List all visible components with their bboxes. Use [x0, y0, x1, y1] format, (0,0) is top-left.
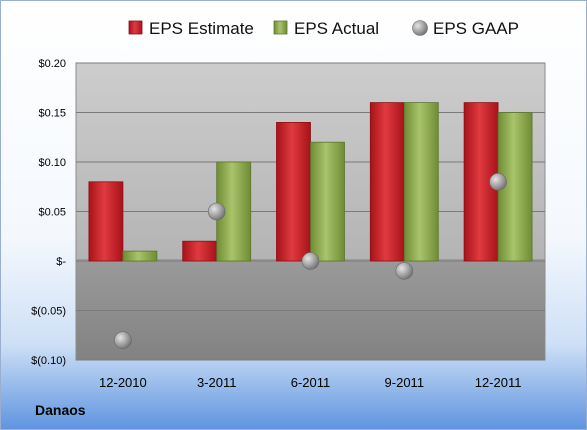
gaap-point — [207, 202, 226, 221]
x-category-label: 12-2011 — [475, 375, 522, 390]
gaap-points — [114, 173, 507, 350]
legend-swatch — [412, 20, 428, 36]
y-tick-label: $(0.05) — [31, 306, 66, 318]
gaap-point — [395, 262, 414, 280]
legend-swatch — [128, 20, 143, 35]
x-axis-categories: 12-2010 3-2011 6-2011 9-2011 12-2011 — [99, 375, 521, 390]
y-tick-label: $0.05 — [38, 207, 66, 219]
gaap-point — [301, 252, 320, 270]
bar-eps-actual — [122, 250, 158, 262]
x-category-label: 6-2011 — [291, 375, 331, 390]
y-tick-label: $(0.10) — [31, 355, 66, 367]
x-category-label: 3-2011 — [197, 375, 237, 390]
y-tick-label: $0.20 — [38, 58, 66, 70]
bar-eps-actual — [403, 102, 439, 262]
y-tick-label: $0.10 — [38, 157, 66, 169]
gaap-point — [489, 173, 507, 191]
x-category-label: 9-2011 — [385, 375, 425, 390]
gaap-point — [114, 331, 132, 350]
bar-eps-actual — [310, 141, 345, 262]
bar-eps-estimate — [369, 102, 405, 262]
legend-label: EPS Estimate — [149, 19, 254, 38]
legend-label: EPS GAAP — [433, 19, 519, 38]
legend: EPS Estimate EPS Actual EPS GAAP — [128, 19, 519, 38]
y-tick-label: $0.15 — [38, 108, 66, 120]
bar-eps-estimate — [276, 122, 311, 262]
company-label: Danaos — [35, 402, 86, 418]
legend-swatch — [273, 20, 288, 35]
legend-label: EPS Actual — [294, 19, 379, 38]
x-category-label: 12-2010 — [99, 375, 147, 390]
y-tick-label: $- — [56, 256, 66, 268]
y-axis-ticks: $0.20 $0.15 $0.10 $0.05 $- $(0.05) $(0.10) — [31, 58, 66, 367]
bar-eps-estimate — [88, 181, 124, 262]
bar-eps-estimate — [182, 240, 218, 262]
